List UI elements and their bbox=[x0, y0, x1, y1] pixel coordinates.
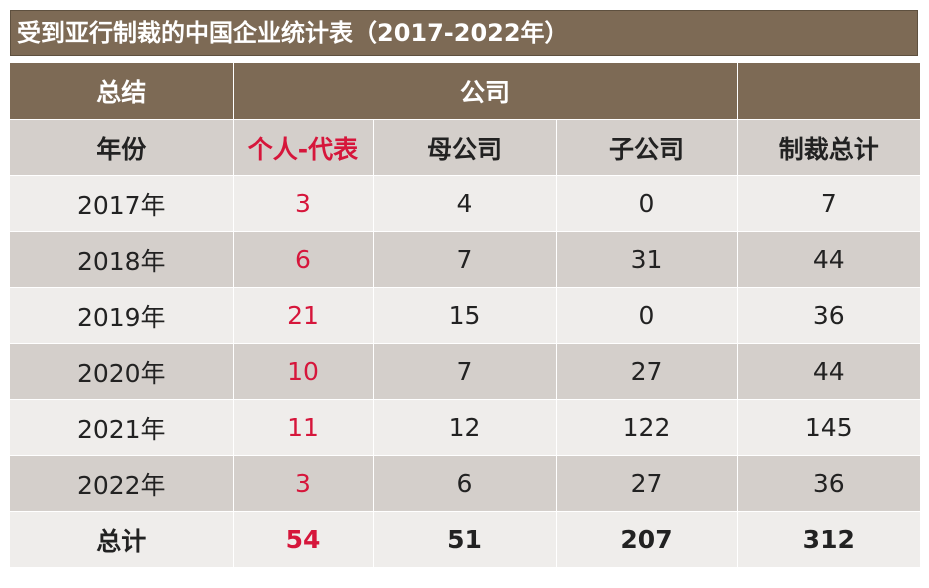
totals-parent: 51 bbox=[373, 511, 557, 568]
cell-year: 2018年 bbox=[10, 231, 234, 288]
cell-parent: 12 bbox=[373, 399, 557, 456]
cell-subsidiary: 27 bbox=[556, 343, 738, 400]
totals-total: 312 bbox=[737, 511, 921, 568]
cell-individual: 3 bbox=[233, 175, 374, 232]
cell-parent: 7 bbox=[373, 231, 557, 288]
cell-parent: 4 bbox=[373, 175, 557, 232]
sanctions-table: 总结 公司 年份 个人-代表 母公司 子公司 制裁总计 2017年 3 4 0 … bbox=[10, 63, 921, 568]
cell-total: 36 bbox=[737, 455, 921, 512]
cell-total: 36 bbox=[737, 287, 921, 344]
table-row: 2018年 6 7 31 44 bbox=[10, 231, 921, 288]
cell-subsidiary: 122 bbox=[556, 399, 738, 456]
cell-total: 7 bbox=[737, 175, 921, 232]
column-header-subsidiary: 子公司 bbox=[556, 119, 738, 176]
cell-year: 2019年 bbox=[10, 287, 234, 344]
header-company: 公司 bbox=[233, 63, 738, 120]
cell-individual: 10 bbox=[233, 343, 374, 400]
totals-row: 总计 54 51 207 312 bbox=[10, 511, 921, 568]
header-row-columns: 年份 个人-代表 母公司 子公司 制裁总计 bbox=[10, 119, 921, 176]
totals-subsidiary: 207 bbox=[556, 511, 738, 568]
cell-total: 145 bbox=[737, 399, 921, 456]
cell-year: 2020年 bbox=[10, 343, 234, 400]
header-row-group: 总结 公司 bbox=[10, 63, 921, 120]
header-summary: 总结 bbox=[10, 63, 234, 120]
cell-individual: 3 bbox=[233, 455, 374, 512]
table-row: 2020年 10 7 27 44 bbox=[10, 343, 921, 400]
totals-individual: 54 bbox=[233, 511, 374, 568]
cell-individual: 6 bbox=[233, 231, 374, 288]
cell-parent: 6 bbox=[373, 455, 557, 512]
cell-subsidiary: 27 bbox=[556, 455, 738, 512]
table-row: 2021年 11 12 122 145 bbox=[10, 399, 921, 456]
cell-year: 2022年 bbox=[10, 455, 234, 512]
column-header-individual: 个人-代表 bbox=[233, 119, 374, 176]
cell-total: 44 bbox=[737, 231, 921, 288]
cell-total: 44 bbox=[737, 343, 921, 400]
table-row: 2022年 3 6 27 36 bbox=[10, 455, 921, 512]
totals-label: 总计 bbox=[10, 511, 234, 568]
cell-year: 2017年 bbox=[10, 175, 234, 232]
cell-subsidiary: 0 bbox=[556, 287, 738, 344]
cell-subsidiary: 0 bbox=[556, 175, 738, 232]
header-blank bbox=[737, 63, 921, 120]
cell-year: 2021年 bbox=[10, 399, 234, 456]
column-header-parent: 母公司 bbox=[373, 119, 557, 176]
column-header-year: 年份 bbox=[10, 119, 234, 176]
table-title: 受到亚行制裁的中国企业统计表（2017-2022年） bbox=[10, 10, 918, 56]
table-row: 2017年 3 4 0 7 bbox=[10, 175, 921, 232]
cell-individual: 21 bbox=[233, 287, 374, 344]
table-row: 2019年 21 15 0 36 bbox=[10, 287, 921, 344]
column-header-total: 制裁总计 bbox=[737, 119, 921, 176]
cell-parent: 15 bbox=[373, 287, 557, 344]
cell-parent: 7 bbox=[373, 343, 557, 400]
cell-subsidiary: 31 bbox=[556, 231, 738, 288]
cell-individual: 11 bbox=[233, 399, 374, 456]
